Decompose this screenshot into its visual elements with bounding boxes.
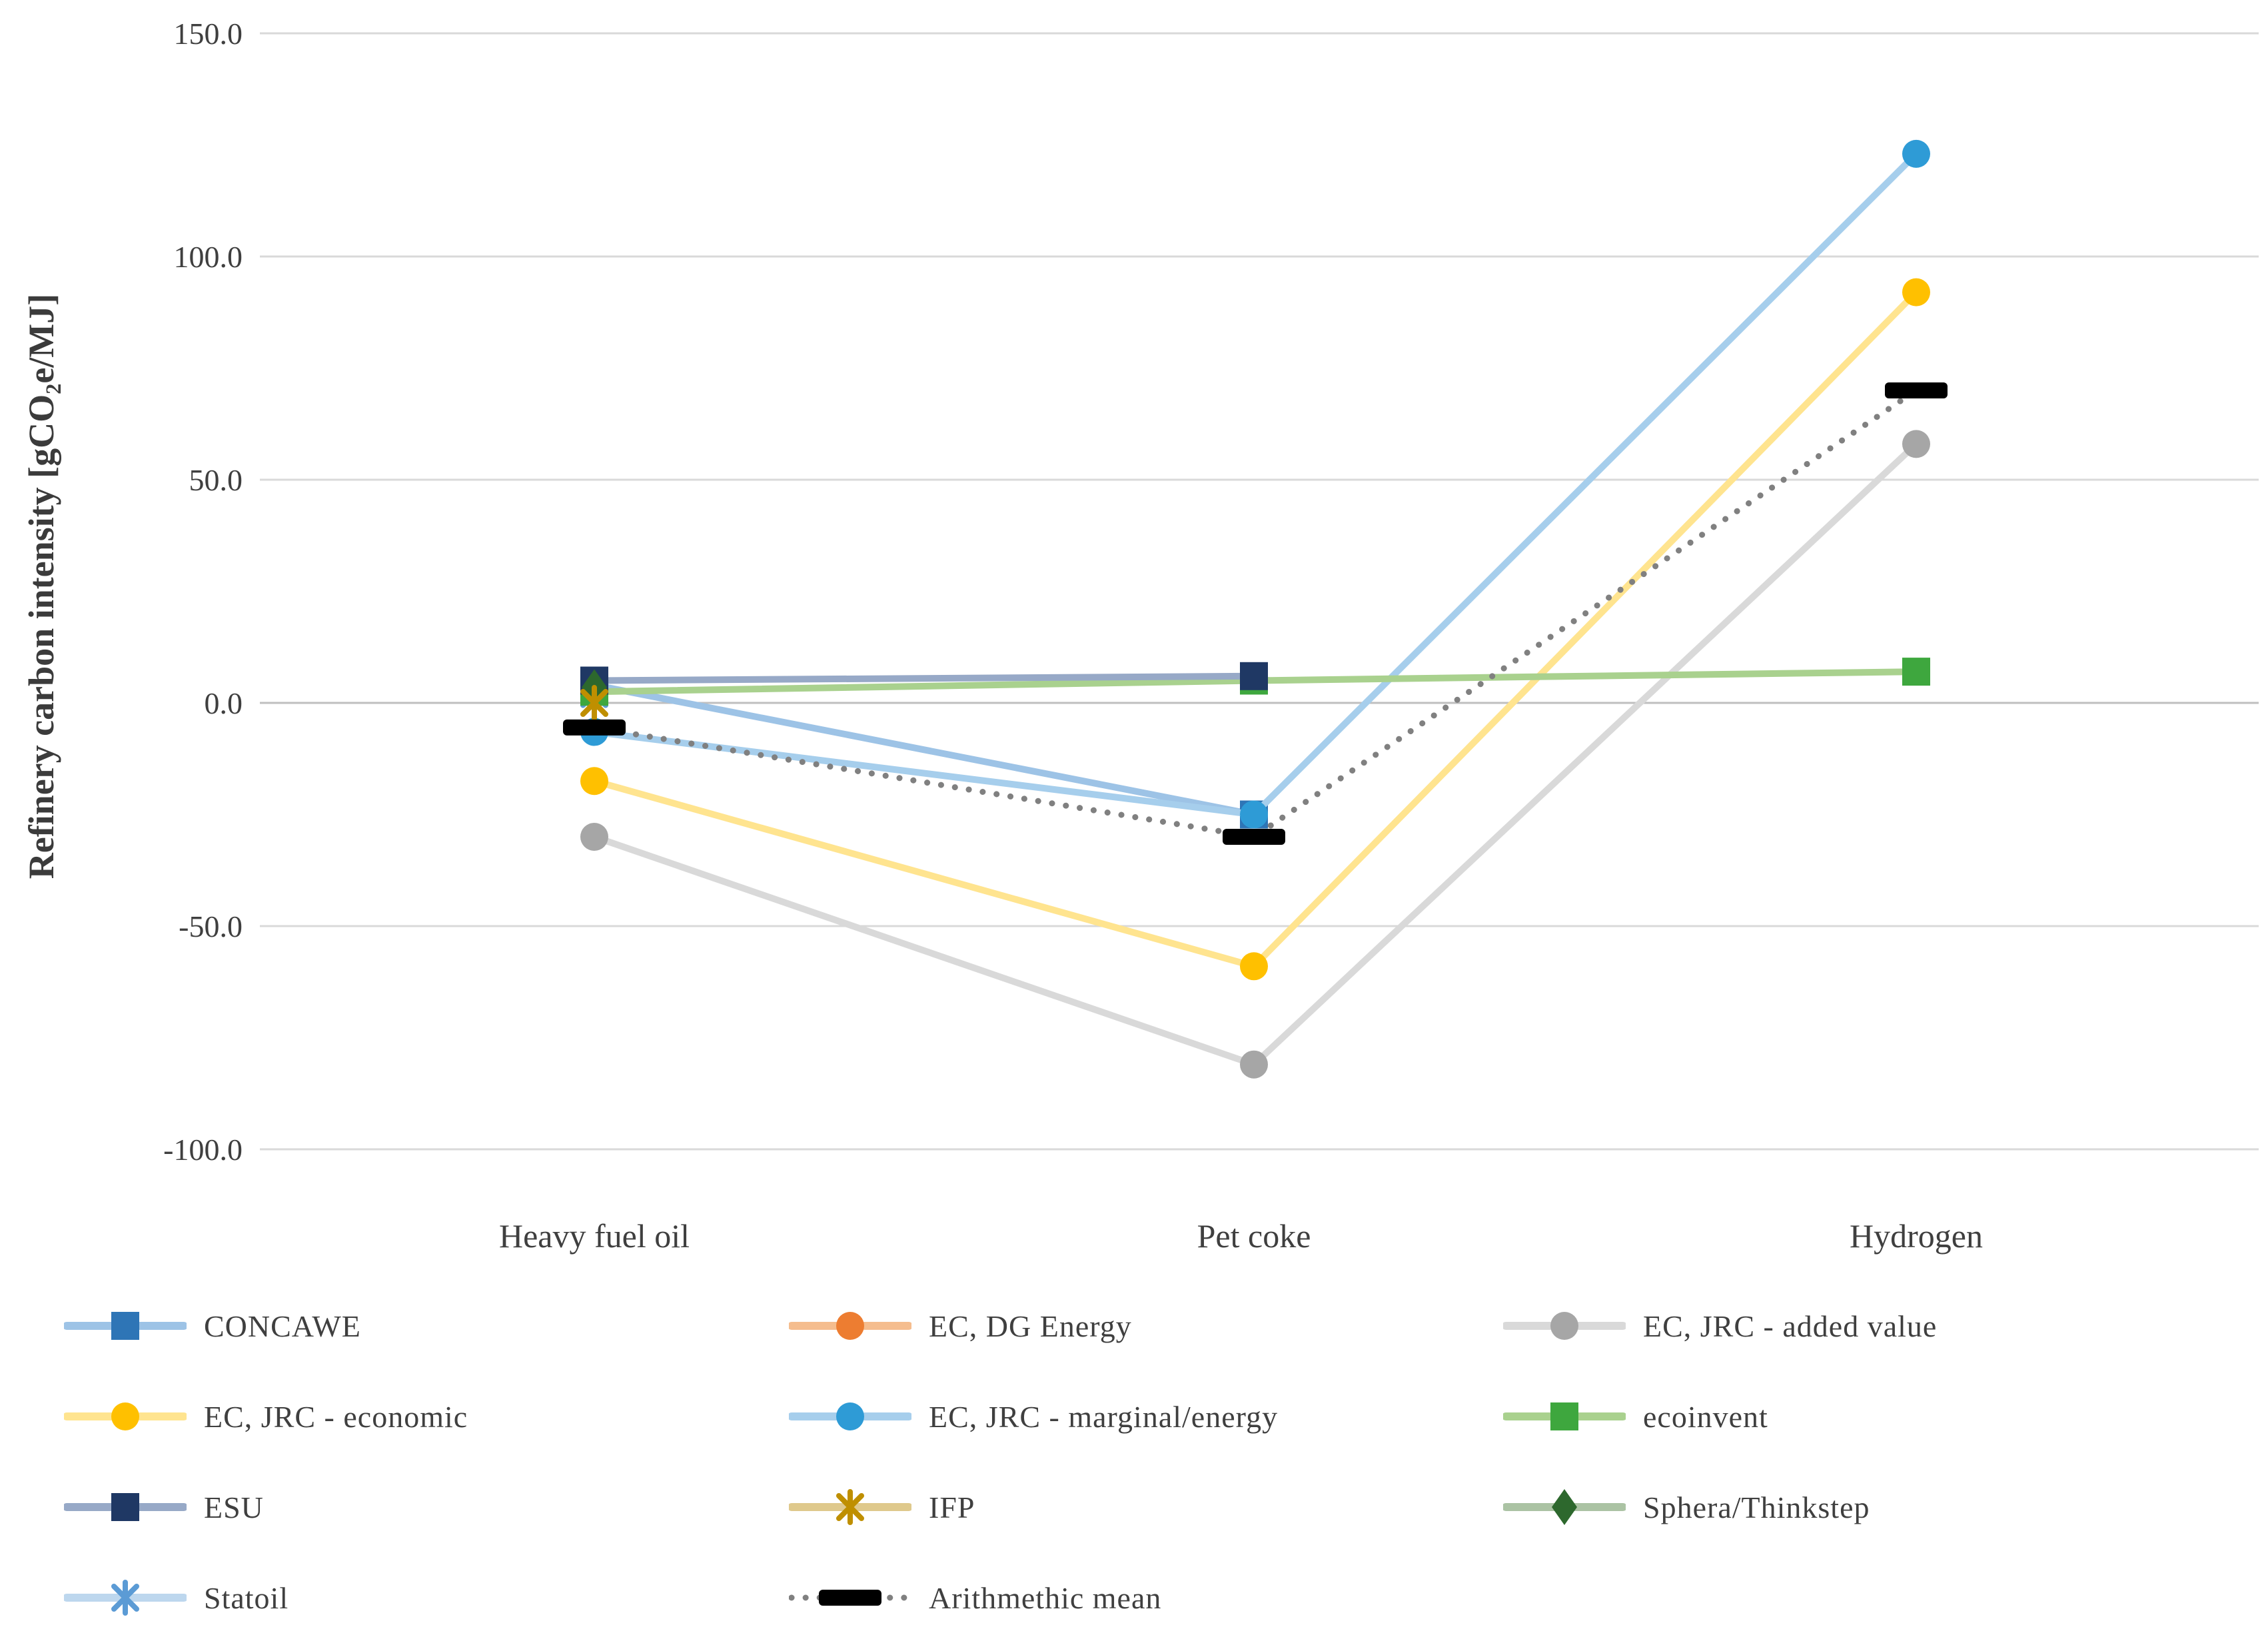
y-axis-title: Refinery carbon intensity [gCO₂e/MJ] bbox=[21, 294, 61, 879]
mean-dash-marker bbox=[1885, 382, 1948, 398]
legend-item-statoil: Statoil bbox=[64, 1579, 789, 1616]
mean-dash-marker bbox=[563, 719, 626, 736]
legend-swatch bbox=[789, 1402, 911, 1430]
legend-label: CONCAWE bbox=[204, 1309, 361, 1343]
legend-swatch bbox=[64, 1580, 187, 1616]
legend-label: EC, JRC - added value bbox=[1643, 1309, 1938, 1343]
legend-label: IFP bbox=[929, 1490, 975, 1524]
circle-marker bbox=[1240, 1050, 1268, 1079]
circle-marker bbox=[111, 1402, 139, 1430]
circle-marker bbox=[580, 823, 608, 851]
diamond-marker bbox=[1552, 1489, 1577, 1525]
y-tick-label: 50.0 bbox=[189, 463, 243, 497]
chart-legend: CONCAWE EC, DG Energy EC, JRC - added valu… bbox=[0, 1281, 2268, 1631]
line-chart: 150.0 100.0 50.0 0.0 -50.0 -100.0 Refinery car… bbox=[21, 17, 2259, 1255]
series-line bbox=[591, 387, 1920, 840]
asterisk-marker bbox=[836, 1489, 864, 1525]
square-marker bbox=[1240, 662, 1268, 690]
asterisk-marker bbox=[580, 685, 608, 721]
legend-swatch bbox=[64, 1312, 187, 1340]
circle-marker bbox=[1240, 952, 1268, 981]
legend-swatch bbox=[1503, 1402, 1626, 1430]
series-line bbox=[591, 672, 1257, 684]
legend-item-ifp: IFP bbox=[789, 1488, 1503, 1526]
y-axis-tick-labels: 150.0 100.0 50.0 0.0 -50.0 -100.0 bbox=[163, 17, 243, 1167]
square-marker bbox=[1902, 658, 1930, 686]
legend-label: EC, JRC - marginal/energy bbox=[929, 1399, 1279, 1434]
legend-swatch bbox=[789, 1489, 911, 1525]
x-category-label: Hydrogen bbox=[1850, 1217, 1983, 1255]
square-marker bbox=[1550, 1402, 1578, 1430]
legend-swatch bbox=[64, 1402, 187, 1430]
y-tick-label: 0.0 bbox=[205, 686, 243, 720]
circle-marker bbox=[836, 1312, 864, 1340]
legend-swatch bbox=[1503, 1312, 1626, 1340]
series-line bbox=[591, 150, 1920, 818]
legend-swatch bbox=[64, 1493, 187, 1521]
legend-swatch bbox=[789, 1590, 911, 1606]
circle-marker bbox=[1902, 278, 1930, 306]
circle-marker bbox=[836, 1402, 864, 1430]
y-tick-label: -50.0 bbox=[179, 909, 243, 943]
series-ec-jrc-added-value bbox=[580, 430, 1930, 1079]
legend-item-sphera-thinkstep: Sphera/Thinkstep bbox=[1503, 1488, 2268, 1526]
legend-item-ec-jrc-marginal-energy: EC, JRC - marginal/energy bbox=[789, 1398, 1503, 1435]
legend-item-concawe: CONCAWE bbox=[64, 1307, 789, 1345]
legend-item-arithmethic-mean: Arithmethic mean bbox=[789, 1579, 1503, 1616]
series-group bbox=[563, 139, 1948, 1079]
legend-label: Sphera/Thinkstep bbox=[1643, 1490, 1870, 1524]
legend-item-ec-dg-energy: EC, DG Energy bbox=[789, 1307, 1503, 1345]
legend-swatch bbox=[789, 1312, 911, 1340]
mean-dash-marker bbox=[1223, 829, 1285, 845]
y-tick-label: 150.0 bbox=[174, 17, 243, 51]
x-category-label: Heavy fuel oil bbox=[499, 1217, 690, 1255]
legend-label: ecoinvent bbox=[1643, 1399, 1768, 1434]
square-marker bbox=[111, 1493, 139, 1521]
legend-swatch bbox=[1503, 1489, 1626, 1525]
series-ec-jrc-economic bbox=[580, 278, 1930, 981]
legend-label: Arithmethic mean bbox=[929, 1580, 1162, 1615]
series-ifp bbox=[580, 685, 608, 721]
x-category-label: Pet coke bbox=[1197, 1217, 1311, 1255]
x-axis-category-labels: Heavy fuel oil Pet coke Hydrogen bbox=[499, 1217, 1983, 1255]
circle-marker bbox=[1550, 1312, 1578, 1340]
legend-item-ec-jrc-added-value: EC, JRC - added value bbox=[1503, 1307, 2268, 1345]
circle-marker bbox=[1902, 430, 1930, 458]
circle-marker bbox=[1902, 139, 1930, 168]
legend-label: Statoil bbox=[204, 1580, 289, 1615]
legend-label: EC, JRC - economic bbox=[204, 1399, 468, 1434]
legend-item-ecoinvent: ecoinvent bbox=[1503, 1398, 2268, 1435]
mean-dash-marker bbox=[819, 1590, 881, 1606]
y-tick-label: -100.0 bbox=[163, 1133, 243, 1167]
gridlines bbox=[260, 32, 2259, 1151]
series-arithmethic-mean bbox=[563, 382, 1948, 845]
legend-label: ESU bbox=[204, 1490, 264, 1524]
series-line bbox=[591, 682, 1257, 818]
square-marker bbox=[111, 1312, 139, 1340]
circle-marker bbox=[1240, 800, 1268, 829]
legend-item-esu: ESU bbox=[64, 1488, 789, 1526]
asterisk-marker bbox=[111, 1580, 139, 1616]
legend-label: EC, DG Energy bbox=[929, 1309, 1132, 1343]
circle-marker bbox=[580, 767, 608, 796]
legend-item-ec-jrc-economic: EC, JRC - economic bbox=[64, 1398, 789, 1435]
y-tick-label: 100.0 bbox=[174, 240, 243, 274]
